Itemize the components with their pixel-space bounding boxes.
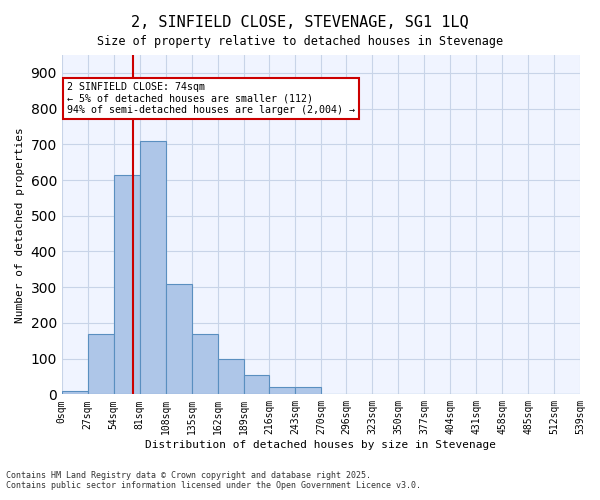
- Bar: [88, 334, 114, 394]
- Bar: [62, 391, 88, 394]
- Text: 2 SINFIELD CLOSE: 74sqm
← 5% of detached houses are smaller (112)
94% of semi-de: 2 SINFIELD CLOSE: 74sqm ← 5% of detached…: [67, 82, 355, 116]
- Bar: [166, 284, 191, 395]
- Text: Size of property relative to detached houses in Stevenage: Size of property relative to detached ho…: [97, 35, 503, 48]
- Bar: [191, 334, 218, 394]
- X-axis label: Distribution of detached houses by size in Stevenage: Distribution of detached houses by size …: [145, 440, 496, 450]
- Y-axis label: Number of detached properties: Number of detached properties: [15, 127, 25, 322]
- Text: 2, SINFIELD CLOSE, STEVENAGE, SG1 1LQ: 2, SINFIELD CLOSE, STEVENAGE, SG1 1LQ: [131, 15, 469, 30]
- Bar: [218, 358, 244, 394]
- Bar: [295, 387, 322, 394]
- Bar: [140, 140, 166, 394]
- Bar: [269, 387, 295, 394]
- Bar: [114, 174, 140, 394]
- Text: Contains HM Land Registry data © Crown copyright and database right 2025.
Contai: Contains HM Land Registry data © Crown c…: [6, 470, 421, 490]
- Bar: [244, 374, 269, 394]
